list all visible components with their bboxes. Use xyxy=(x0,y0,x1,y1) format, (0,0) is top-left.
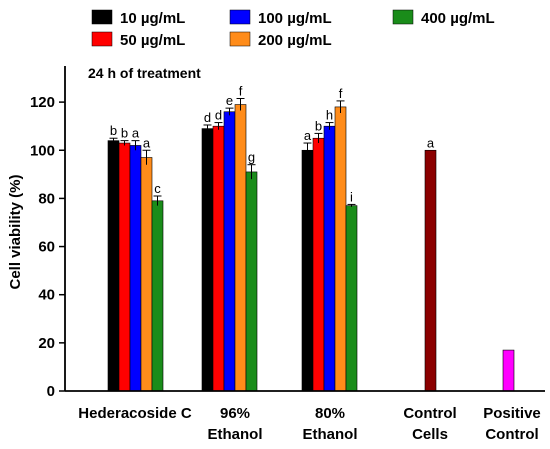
x-tick-label-1-1: Ethanol xyxy=(208,426,263,443)
sig-label-g0-b3: a xyxy=(143,135,151,150)
x-tick-label-4-0: Positive xyxy=(483,405,541,422)
x-tick-label-3-1: Cells xyxy=(412,426,448,443)
sig-label-g1-b3: f xyxy=(239,84,243,99)
y-tick-label-3: 60 xyxy=(38,239,55,256)
sig-label-g1-b0: d xyxy=(204,110,211,125)
bar-g1-b2 xyxy=(223,111,236,392)
x-tick-label-0-0: Hederacoside C xyxy=(78,405,192,422)
x-tick-label-3-0: Control xyxy=(403,405,456,422)
sig-label-g0-b2: a xyxy=(132,126,140,141)
bar-g1-b3 xyxy=(234,104,247,392)
y-axis-label: Cell viability (%) xyxy=(7,174,24,289)
x-tick-label-2-0: 80% xyxy=(315,405,345,422)
legend-swatch-3 xyxy=(229,31,251,47)
sig-label-g2-b2: h xyxy=(326,108,333,123)
sig-label-g0-b0: b xyxy=(110,123,117,138)
legend-swatch-0 xyxy=(91,9,113,25)
y-tick-label-2: 40 xyxy=(38,287,55,304)
bar-g0-b0 xyxy=(107,140,120,392)
bar-g2-b3 xyxy=(334,106,347,392)
legend-label-3: 200 µg/mL xyxy=(258,32,332,49)
sig-label-g2-b4: i xyxy=(350,189,353,204)
sig-label-g0-b1: b xyxy=(121,126,128,141)
bar-g1-b0 xyxy=(201,128,214,392)
bar-g2-b1 xyxy=(312,137,325,392)
bar-g0-b4 xyxy=(151,200,164,392)
x-tick-label-4-1: Control xyxy=(485,426,538,443)
y-tick-label-4: 80 xyxy=(38,190,55,207)
bar-g0-b3 xyxy=(140,157,153,392)
sig-label-g3-b0: a xyxy=(427,135,435,150)
bar-g2-b2 xyxy=(323,125,336,392)
bar-g2-b0 xyxy=(301,149,314,392)
sig-label-g1-b4: g xyxy=(248,150,255,165)
legend-label-2: 100 µg/mL xyxy=(258,10,332,27)
legend-swatch-2 xyxy=(229,9,251,25)
legend: 10 µg/mL 50 µg/mL 100 µg/mL 200 µg/mL 400 µg… xyxy=(91,9,495,49)
legend-swatch-1 xyxy=(91,31,113,47)
sig-label-g1-b2: e xyxy=(226,93,233,108)
bar-g0-b1 xyxy=(118,142,131,392)
bar-g3-b0 xyxy=(424,149,437,392)
chart-annotation: 24 h of treatment xyxy=(88,65,201,81)
legend-label-4: 400 µg/mL xyxy=(421,10,495,27)
sig-label-g2-b3: f xyxy=(339,86,343,101)
y-tick-label-1: 20 xyxy=(38,335,55,352)
bar-g0-b2 xyxy=(129,145,142,392)
legend-label-1: 50 µg/mL xyxy=(120,32,185,49)
y-tick-label-6: 120 xyxy=(30,94,55,111)
sig-label-g2-b1: b xyxy=(315,118,322,133)
sig-label-g1-b1: d xyxy=(215,108,222,123)
y-tick-label-5: 100 xyxy=(30,142,55,159)
sig-label-g2-b0: a xyxy=(304,128,312,143)
bar-g1-b1 xyxy=(212,125,225,392)
y-tick-label-0: 0 xyxy=(47,383,55,400)
x-tick-label-1-0: 96% xyxy=(220,405,250,422)
legend-swatch-4 xyxy=(392,9,414,25)
bar-g1-b4 xyxy=(245,171,258,392)
legend-label-0: 10 µg/mL xyxy=(120,10,185,27)
bar-g4-b0 xyxy=(502,349,515,392)
sig-label-g0-b4: c xyxy=(154,181,161,196)
bar-g2-b4 xyxy=(345,205,358,392)
x-tick-label-2-1: Ethanol xyxy=(303,426,358,443)
